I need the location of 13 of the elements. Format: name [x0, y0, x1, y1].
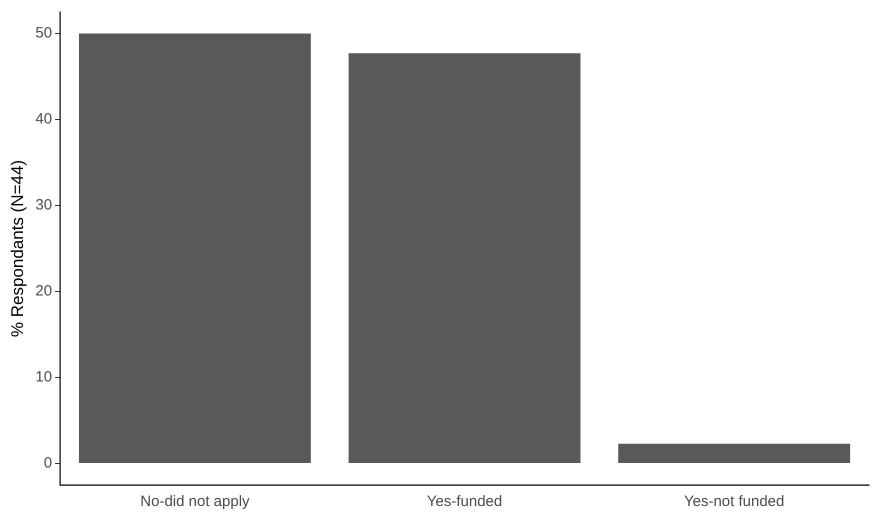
bar: [348, 53, 580, 463]
y-tick-label: 30: [35, 196, 52, 214]
y-tick-label: 10: [35, 368, 52, 386]
y-tick-label: 0: [44, 454, 52, 472]
x-tick-label: Yes-not funded: [684, 493, 784, 510]
x-tick-label: No-did not apply: [140, 493, 250, 510]
x-tick-label: Yes-funded: [426, 493, 502, 510]
bar: [618, 444, 850, 463]
y-tick-label: 40: [35, 110, 52, 128]
y-axis-title: % Respondants (N=44): [8, 160, 27, 338]
y-tick-label: 20: [35, 282, 52, 300]
bar: [78, 34, 311, 463]
y-tick-label: 50: [35, 24, 52, 42]
